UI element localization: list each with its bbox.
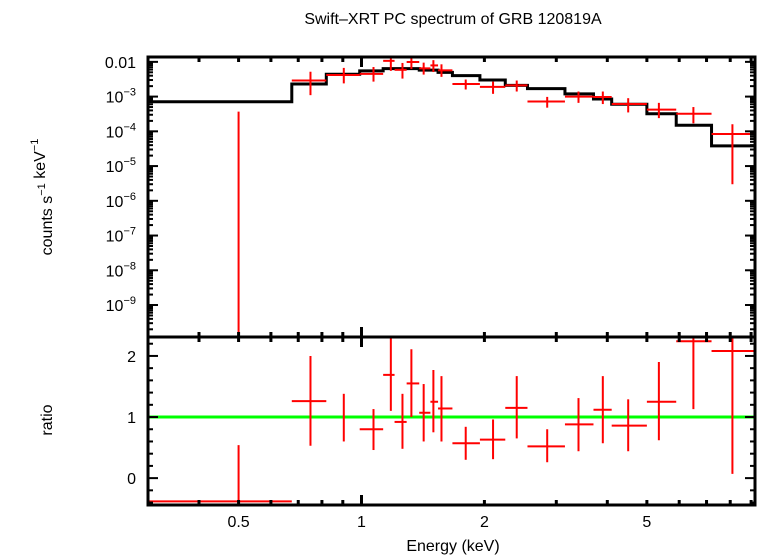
ratio-series (148, 337, 755, 505)
ratio-data-point (564, 398, 594, 452)
ratio-data-point (527, 429, 565, 463)
spectrum-data-point (527, 96, 565, 108)
ratio-data-point (419, 384, 431, 442)
y-tick-label: 0 (127, 471, 136, 488)
y-tick-label: 0.01 (105, 55, 136, 72)
ratio-data-point (611, 399, 647, 452)
ratio-y-ticks: 0 1 2 (127, 342, 755, 504)
spectrum-data-point (419, 62, 431, 75)
x-axis-label: Energy (keV) (406, 538, 499, 555)
spectrum-data-point (452, 79, 480, 90)
spectrum-data-point (291, 71, 327, 96)
ratio-data-point (430, 369, 439, 433)
ratio-data-point (593, 376, 612, 444)
ratio-data-point (711, 337, 755, 474)
spectrum-data-point (593, 91, 612, 105)
ratio-data-point (479, 419, 506, 460)
ratio-y-axis-label: ratio (39, 404, 56, 435)
x-tick-label: 0.5 (227, 514, 249, 531)
spectrum-data-point (406, 57, 420, 70)
spectrum-data-point (711, 124, 755, 185)
y-tick-label: 10−9 (106, 295, 136, 315)
spectrum-data-point (383, 57, 395, 71)
x-ticks: 0.5 1 2 5 (227, 514, 651, 531)
ratio-data-point (646, 362, 677, 441)
y-tick-label: 10−7 (106, 226, 136, 246)
spectrum-data-point (646, 102, 677, 119)
data-series (237, 57, 755, 337)
panel-border (146, 335, 757, 507)
spectrum-data-point (438, 64, 453, 77)
y-tick-label: 10−6 (106, 191, 136, 211)
spectrum-data-point (611, 98, 647, 113)
spectrum-y-axis-label: counts s−1 keV−1 (29, 139, 56, 256)
y-tick-label: 10−3 (106, 87, 136, 107)
ratio-data-point (676, 337, 712, 410)
ratio-panel-frame (146, 335, 757, 507)
ratio-data-point (148, 445, 292, 505)
spectrum-panel: 0.01 10−3 10−4 10−5 10−6 10−7 10−8 10−9 (105, 55, 757, 339)
ratio-data-point (406, 349, 420, 418)
y-tick-label: 1 (127, 410, 136, 427)
y-tick-label: 10−8 (106, 260, 136, 280)
ratio-data-point (394, 393, 407, 449)
ratio-data-point (359, 409, 384, 451)
spectrum-data-point (430, 60, 439, 73)
ratio-data-point (438, 376, 453, 442)
ratio-data-point (291, 355, 327, 446)
spectrum-data-point (479, 81, 506, 94)
ratio-data-point (452, 426, 480, 460)
y-tick-label: 10−4 (106, 121, 136, 141)
chart-title: Swift–XRT PC spectrum of GRB 120819A (304, 11, 602, 28)
spectrum-data-point (505, 80, 528, 92)
y-tick-label: 10−5 (106, 156, 136, 176)
x-tick-label: 2 (480, 514, 489, 531)
spectrum-data-point (394, 62, 407, 79)
ratio-panel: 0 1 2 (127, 335, 757, 507)
x-tick-label: 1 (357, 514, 366, 531)
spectrum-data-point (359, 67, 384, 82)
x-tick-label: 5 (642, 514, 651, 531)
spectrum-data-point (326, 67, 360, 84)
spectrum-y-ticks: 0.01 10−3 10−4 10−5 10−6 10−7 10−8 10−9 (105, 55, 755, 331)
y-tick-label: 2 (127, 349, 136, 366)
ratio-data-point (383, 337, 395, 411)
ratio-data-point (505, 376, 528, 439)
spectrum-data-point (564, 91, 594, 103)
spectrum-data-point (676, 107, 712, 124)
